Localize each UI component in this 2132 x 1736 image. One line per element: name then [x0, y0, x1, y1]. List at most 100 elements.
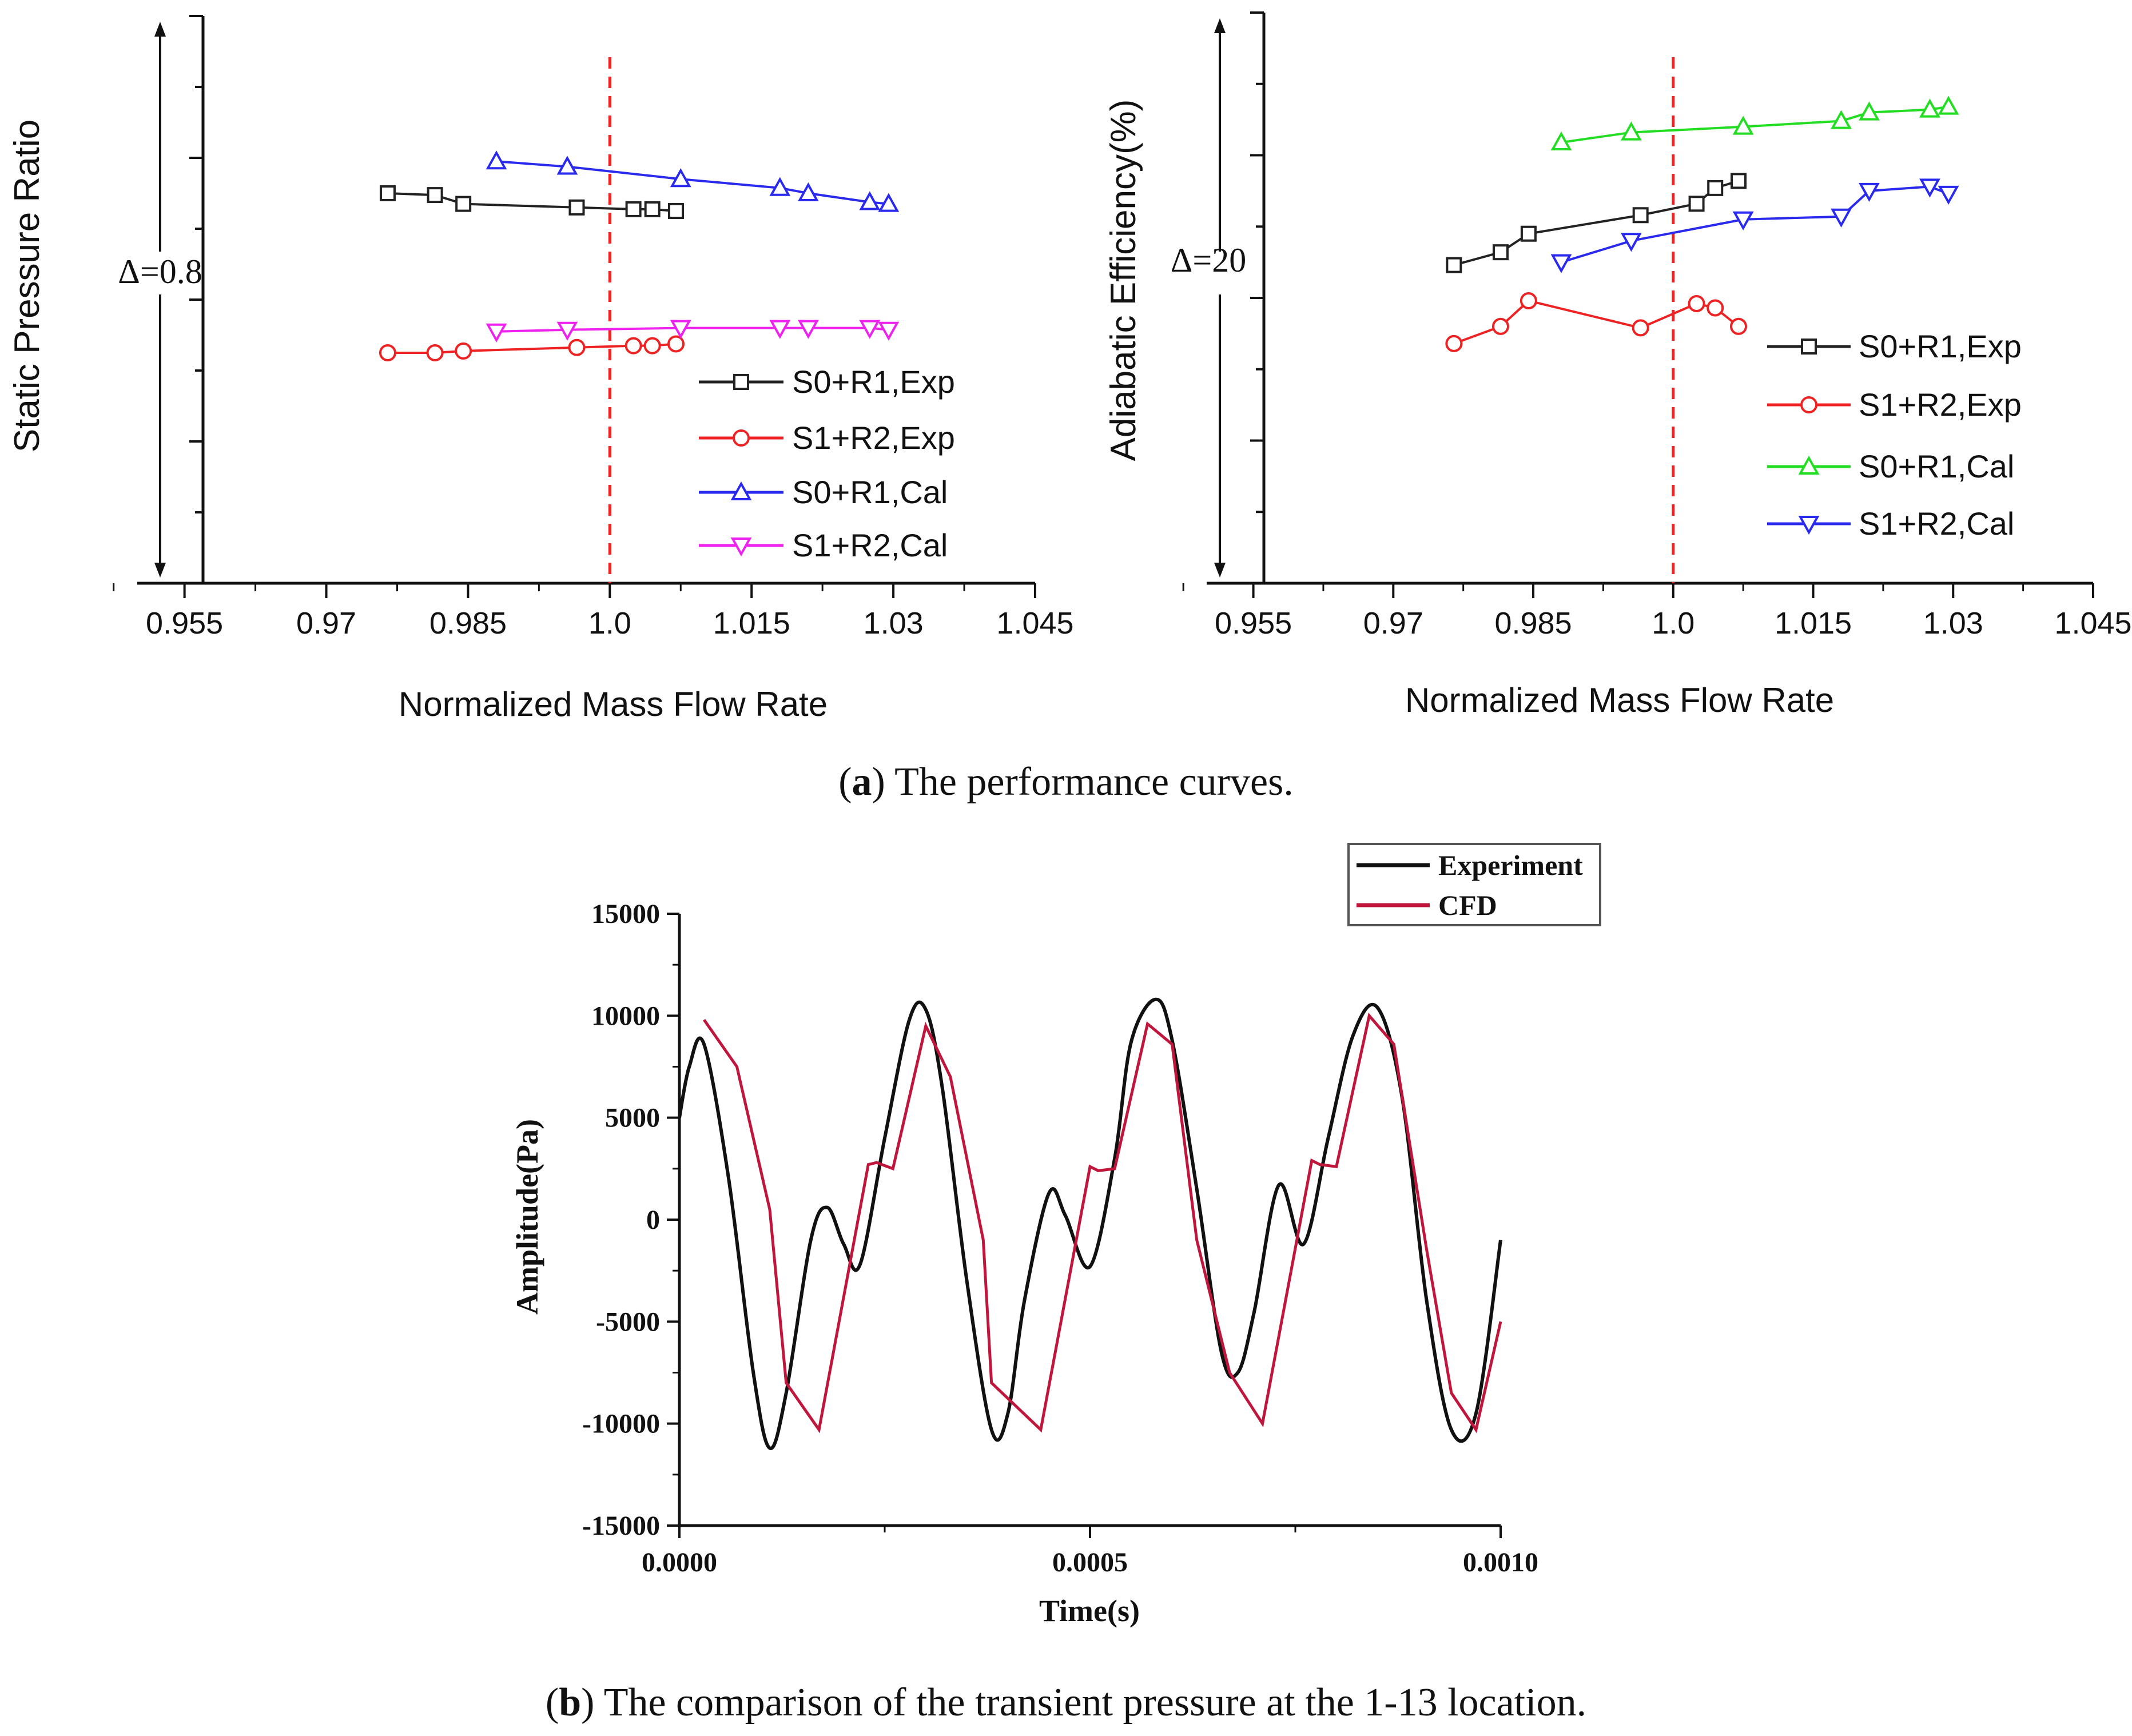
data-point — [859, 320, 881, 339]
x-tick-label: 1.045 — [996, 606, 1073, 640]
data-point — [1632, 319, 1649, 337]
x-tick-label: 0.97 — [1363, 606, 1423, 640]
data-point — [379, 185, 396, 201]
transient-ticks: -15000 -10000 -5000 0 5000 10000 15000 0.0000 0.… — [582, 899, 1538, 1578]
data-point — [667, 335, 685, 353]
legend-swatch-marker — [733, 429, 750, 447]
x-tick-label: 1.015 — [1775, 606, 1852, 640]
data-point — [1707, 299, 1724, 317]
data-point — [556, 156, 578, 175]
delta-arrow-head — [154, 22, 166, 37]
caption-a: (a) The performance curves. — [838, 760, 1294, 804]
data-point — [1938, 185, 1959, 205]
data-point — [797, 182, 819, 201]
legend-label: S0+R1,Exp — [1859, 328, 2022, 364]
delta-arrow-head — [1214, 563, 1226, 578]
pressure-ratio-ticks: 0.955 0.97 0.985 1.0 1.015 1.03 1.045 — [113, 15, 1074, 640]
data-point — [379, 344, 396, 361]
y-tick-label: 5000 — [605, 1103, 660, 1133]
data-point — [1550, 131, 1572, 151]
y-tick-label: -5000 — [596, 1307, 660, 1337]
transient-xlabel: Time(s) — [1039, 1594, 1140, 1628]
pressure-ratio-delta-arrow — [154, 22, 166, 578]
data-point — [1732, 211, 1754, 230]
data-point — [859, 191, 881, 210]
x-tick-label: 0.0000 — [642, 1547, 717, 1578]
efficiency-series — [1445, 95, 1959, 352]
efficiency-xlabel: Normalized Mass Flow Rate — [1405, 681, 1834, 719]
data-point — [625, 337, 642, 355]
data-point — [878, 193, 900, 212]
caption-a-letter: a — [852, 760, 872, 804]
data-point — [668, 203, 684, 219]
data-point — [878, 321, 900, 341]
data-point — [1445, 335, 1463, 352]
data-point — [1859, 101, 1880, 121]
data-point — [1632, 207, 1649, 224]
data-point — [1520, 292, 1537, 309]
data-point — [1859, 182, 1880, 202]
data-point — [769, 177, 791, 196]
data-point — [427, 187, 443, 204]
legend-swatch-marker — [730, 481, 752, 500]
data-point — [1732, 116, 1754, 135]
y-tick-label: -10000 — [582, 1409, 660, 1439]
data-point — [486, 323, 507, 343]
x-tick-label: 0.955 — [1215, 606, 1292, 640]
legend-box — [1347, 843, 1601, 926]
efficiency-ylabel: Adiabatic Efficiency(%) — [1104, 99, 1143, 461]
pressure-ratio-xlabel: Normalized Mass Flow Rate — [399, 685, 828, 723]
data-point — [1831, 208, 1852, 228]
data-point — [1446, 257, 1462, 273]
legend-swatch-marker — [1800, 396, 1817, 413]
y-tick-label: 15000 — [591, 899, 660, 929]
transient-legend: Experiment CFD — [1347, 843, 1601, 926]
pressure-ratio-chart: 0.955 0.97 0.985 1.0 1.015 1.03 1.045 Static P… — [7, 15, 1074, 723]
x-tick-label: 1.0 — [1652, 606, 1695, 640]
data-point — [670, 320, 691, 339]
x-tick-label: 0.985 — [1494, 606, 1572, 640]
legend-label: S0+R1,Cal — [1859, 448, 2014, 484]
data-point — [643, 337, 661, 355]
data-point — [1620, 121, 1642, 141]
x-tick-label: 1.015 — [713, 606, 790, 640]
legend-label: S0+R1,Cal — [792, 474, 948, 510]
data-point — [1707, 180, 1724, 196]
caption-b: (b) The comparison of the transient pres… — [546, 1681, 1586, 1725]
legend-swatch-marker — [1801, 339, 1817, 355]
caption-b-text: The comparison of the transient pressure… — [594, 1681, 1586, 1725]
pressure-ratio-series — [379, 150, 900, 361]
data-point — [455, 342, 472, 360]
x-tick-label: 0.985 — [429, 606, 507, 640]
efficiency-delta-label: Δ=20 — [1171, 241, 1246, 279]
legend-label-cfd: CFD — [1438, 889, 1497, 921]
data-point — [769, 320, 791, 339]
data-point — [1688, 294, 1705, 312]
data-point — [1919, 178, 1940, 198]
legend-label: S1+R2,Exp — [792, 420, 955, 456]
y-tick-label: -15000 — [582, 1511, 660, 1541]
caption-b-letter: b — [559, 1681, 581, 1725]
legend-label: S1+R2,Cal — [792, 527, 948, 563]
data-point — [568, 339, 586, 356]
transient-series — [678, 997, 1502, 1450]
data-point — [644, 201, 661, 217]
data-point — [1688, 196, 1705, 212]
data-point — [1730, 317, 1747, 335]
data-point — [797, 320, 819, 339]
x-tick-label: 1.03 — [864, 606, 924, 640]
legend-label: S0+R1,Exp — [792, 364, 955, 400]
x-tick-label: 1.0 — [588, 606, 631, 640]
efficiency-chart: 0.955 0.97 0.985 1.0 1.015 1.03 1.045 Adiabati… — [1104, 11, 2132, 719]
x-tick-label: 0.97 — [296, 606, 356, 640]
transient-ylabel: Amplitude(Pa) — [510, 1119, 544, 1315]
efficiency-legend: S0+R1,Exp S1+R2,Exp S0+R1,Cal S1+R2,Cal — [1767, 328, 2022, 541]
x-tick-label: 1.03 — [1923, 606, 1983, 640]
data-point — [426, 344, 444, 361]
data-point — [1491, 317, 1509, 335]
data-point — [1520, 225, 1537, 242]
pressure-ratio-legend: S0+R1,Exp S1+R2,Exp S0+R1,Cal S1+R2,Cal — [699, 364, 955, 563]
cfd-line — [703, 1012, 1502, 1434]
data-point — [486, 150, 507, 170]
